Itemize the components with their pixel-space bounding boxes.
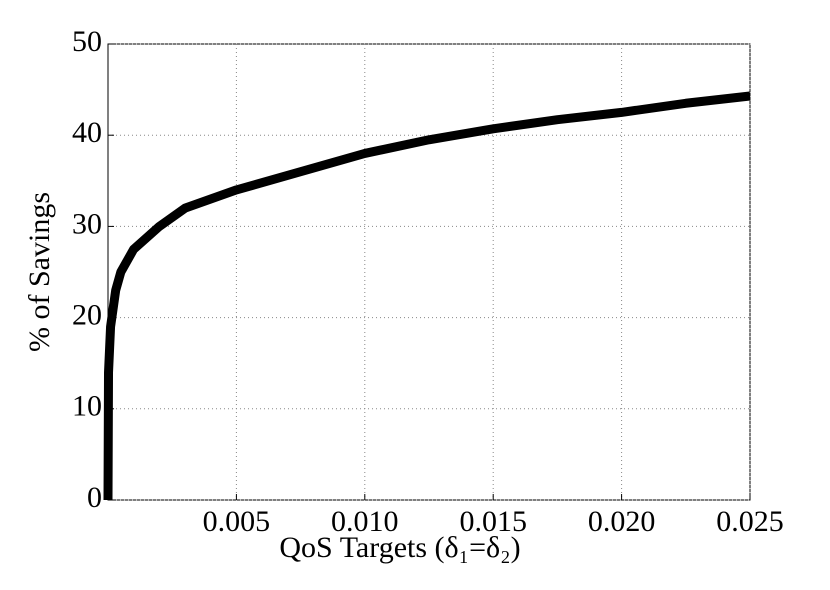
y-tick-label: 20 [72, 298, 102, 331]
y-tick-label: 0 [87, 481, 102, 514]
x-axis-label: QoS Targets (δ₁=δ₂) [279, 531, 520, 564]
x-tick-label: 0.015 [459, 505, 527, 538]
plot-frame [107, 43, 751, 501]
x-tick-label: 0.020 [588, 505, 656, 538]
y-axis-label: % of Savings [23, 192, 56, 352]
x-tick-label: 0.010 [331, 505, 399, 538]
x-tick-label: 0.025 [716, 505, 784, 538]
y-tick-label: 40 [72, 116, 102, 149]
y-tick-label: 10 [72, 390, 102, 423]
y-tick-label: 50 [72, 25, 102, 58]
line [103, 91, 751, 501]
x-tick-label: 0.005 [203, 505, 271, 538]
y-tick-label: 30 [72, 207, 102, 240]
